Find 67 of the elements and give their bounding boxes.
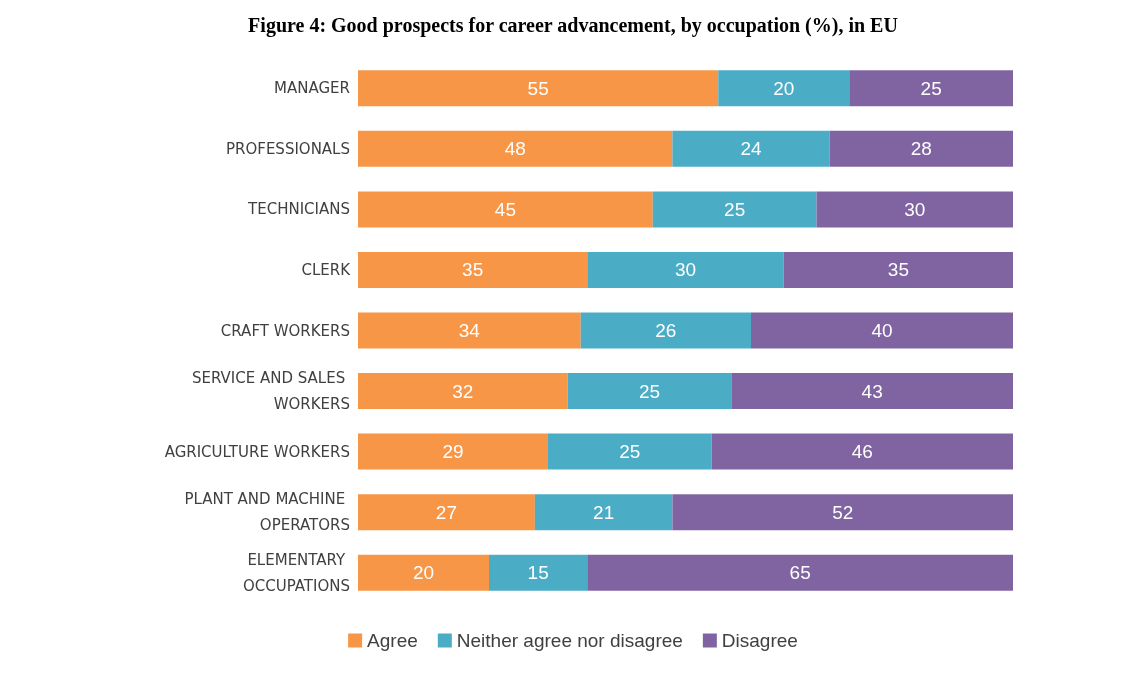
data-label: 48 [504, 138, 526, 160]
data-label: 20 [412, 562, 435, 584]
bar [567, 373, 732, 410]
data-label: 55 [527, 77, 549, 99]
bar [672, 494, 1013, 531]
bar [534, 494, 673, 531]
bar [358, 494, 535, 531]
data-label: 28 [910, 138, 932, 160]
data-label: 26 [655, 320, 677, 341]
legend-label: Neither agree nor disagree [456, 630, 683, 651]
y-tick-label: MANAGER [274, 79, 350, 98]
data-label: 40 [871, 320, 893, 341]
chart-title: Figure 4: Good prospects for career advancement, by occupation (%), in EU [248, 14, 898, 37]
y-tick-label: PROFESSIONALS [225, 139, 350, 158]
data-label: 30 [904, 198, 926, 220]
data-label: 25 [638, 380, 661, 402]
data-label: 24 [740, 138, 762, 160]
bar [751, 312, 1013, 349]
y-tick-label: PLANT AND MACHINE OPERATORS [184, 490, 350, 535]
data-label: 25 [920, 77, 942, 99]
y-tick-label: CLERK [301, 260, 352, 279]
data-label: 35 [887, 259, 909, 281]
data-label: 29 [442, 441, 464, 463]
bar [816, 191, 1013, 228]
bar [587, 554, 1013, 591]
y-tick-label: SERVICE AND SALES WORKERS [192, 369, 350, 414]
data-label: 43 [861, 380, 883, 402]
legend-label: Disagree [721, 630, 798, 651]
y-tick-label: AGRICULTURE WORKERS [164, 442, 350, 461]
y-tick-label: ELEMENTARY OCCUPATIONS [242, 550, 350, 595]
data-label: 65 [789, 562, 811, 584]
bar [783, 251, 1013, 288]
bar [829, 130, 1013, 167]
data-label: 34 [458, 320, 481, 341]
data-label: 32 [452, 380, 474, 402]
bar [711, 433, 1013, 470]
data-label: 21 [593, 501, 615, 523]
bar [489, 554, 588, 591]
data-label: 27 [435, 501, 457, 523]
bar [718, 70, 850, 107]
bar [358, 433, 548, 470]
bar [672, 130, 830, 167]
bar [849, 70, 1013, 107]
data-label: 52 [832, 501, 854, 523]
y-tick-label: CRAFT WORKERS [220, 321, 350, 340]
bar [358, 312, 581, 349]
data-label: 30 [674, 259, 697, 281]
data-label: 46 [851, 441, 873, 463]
bar [580, 312, 751, 349]
bar [587, 251, 784, 288]
bar [731, 373, 1013, 410]
data-label: 25 [724, 198, 746, 220]
bar [358, 130, 673, 167]
legend-label: Agree [367, 630, 418, 651]
data-label: 20 [773, 77, 795, 99]
data-label: 25 [619, 441, 641, 463]
bar [358, 373, 568, 410]
data-label: 45 [494, 198, 516, 220]
bar [652, 191, 817, 228]
bar [358, 554, 489, 591]
bar [358, 251, 588, 288]
bar [547, 433, 712, 470]
bar [358, 191, 653, 228]
data-label: 35 [462, 259, 484, 281]
bar [358, 70, 719, 107]
data-label: 15 [527, 562, 549, 584]
y-tick-label: TECHNICIANS [247, 200, 350, 219]
